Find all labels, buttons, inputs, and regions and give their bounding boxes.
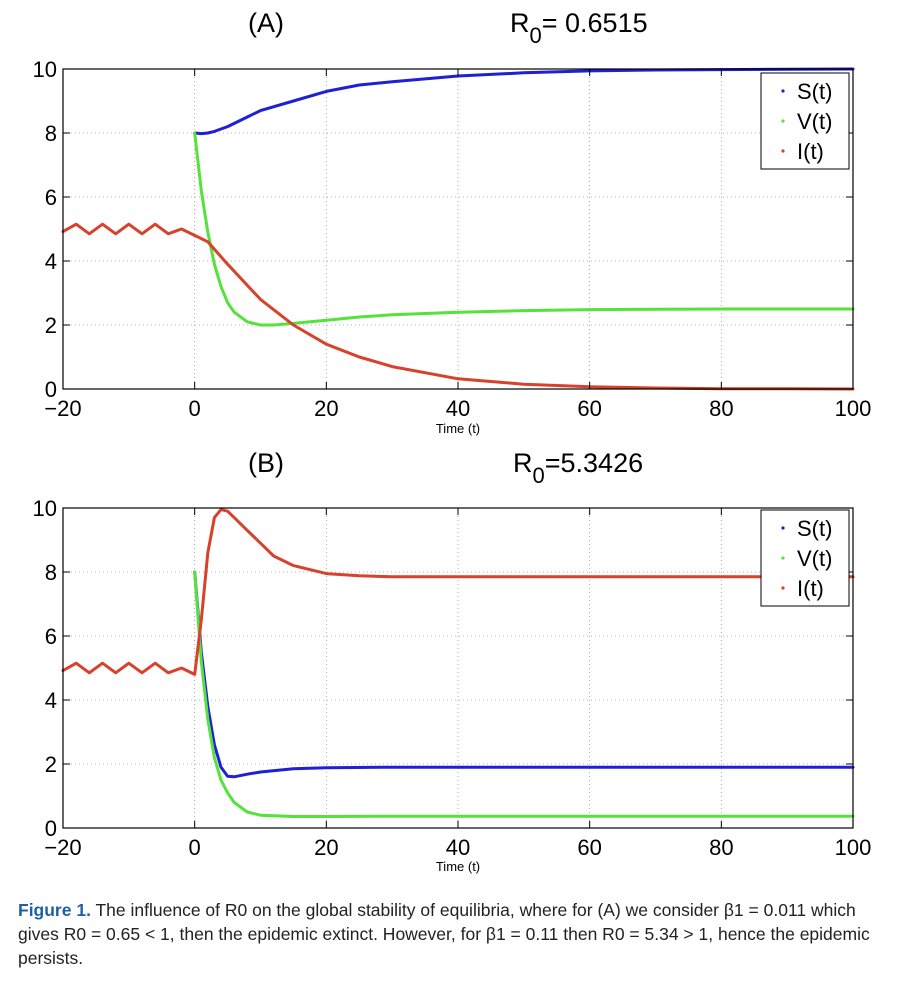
x-tick-label-a: 0 — [189, 396, 201, 421]
y-tick-label-b: 2 — [45, 752, 57, 777]
legend-label-vt-a: V(t) — [797, 109, 832, 134]
y-tick-label-b: 10 — [33, 496, 57, 521]
legend-a: S(t) V(t) I(t) — [760, 72, 850, 170]
y-tick-label-b: 6 — [45, 624, 57, 649]
x-tick-label-b: 80 — [709, 835, 733, 860]
x-axis-label-b: Time (t) — [436, 859, 480, 874]
chart-title-a: R0= 0.6515 — [510, 8, 648, 48]
x-tick-label-b: 60 — [577, 835, 601, 860]
legend-box-b — [760, 509, 850, 607]
series-line-st-b — [193, 570, 855, 779]
x-tick-label-b: 0 — [189, 835, 201, 860]
x-tick-label-b: 100 — [835, 835, 872, 860]
legend-box-a — [760, 72, 850, 170]
x-tick-label-a: 20 — [314, 396, 338, 421]
legend-marker-st-b — [781, 526, 785, 530]
x-tick-label-a: 100 — [835, 396, 872, 421]
x-tick-label-a: 80 — [709, 396, 733, 421]
series-line-vt-b — [193, 570, 855, 818]
y-tick-label-a: 8 — [45, 121, 57, 146]
legend-label-st-b: S(t) — [797, 516, 832, 541]
y-tick-label-a: 0 — [45, 377, 57, 402]
y-tick-label-a: 2 — [45, 313, 57, 338]
panel-label-a: (A) — [248, 8, 284, 38]
x-axis-label-a: Time (t) — [436, 421, 480, 436]
legend-label-vt-b: V(t) — [797, 546, 832, 571]
legend-label-it-a: I(t) — [797, 139, 824, 164]
figure-caption-text: The influence of R0 on the global stabil… — [18, 900, 870, 968]
panel-label-b: (B) — [248, 448, 284, 478]
x-tick-label-a: 40 — [446, 396, 470, 421]
x-tick-label-a: 60 — [577, 396, 601, 421]
y-tick-label-b: 8 — [45, 560, 57, 585]
figure-label: Figure 1. — [18, 900, 91, 920]
x-tick-label-b: 40 — [446, 835, 470, 860]
x-tick-label-a: −20 — [44, 396, 81, 421]
chart-title-b: R0=5.3426 — [513, 448, 643, 488]
legend-marker-vt-b — [781, 556, 785, 560]
y-tick-label-b: 0 — [45, 816, 57, 841]
legend-marker-st-a — [781, 89, 785, 93]
legend-label-st-a: S(t) — [797, 79, 832, 104]
y-tick-label-a: 6 — [45, 185, 57, 210]
legend-marker-vt-a — [781, 119, 785, 123]
y-tick-label-a: 4 — [45, 249, 57, 274]
legend-marker-it-a — [781, 149, 785, 153]
x-tick-label-b: 20 — [314, 835, 338, 860]
series-line-it-b — [61, 508, 855, 676]
legend-label-it-b: I(t) — [797, 576, 824, 601]
series-line-st-a — [193, 67, 855, 136]
y-tick-label-b: 4 — [45, 688, 57, 713]
y-tick-label-a: 10 — [33, 57, 57, 82]
legend-marker-it-b — [781, 586, 785, 590]
chart-panel-a: (A) R0= 0.6515−20 0 20 40 60 80 1000246810Time … — [33, 8, 872, 436]
x-tick-label-b: −20 — [44, 835, 81, 860]
figure-caption: Figure 1. The influence of R0 on the glo… — [18, 898, 888, 970]
legend-b: S(t) V(t) I(t) — [760, 509, 850, 607]
